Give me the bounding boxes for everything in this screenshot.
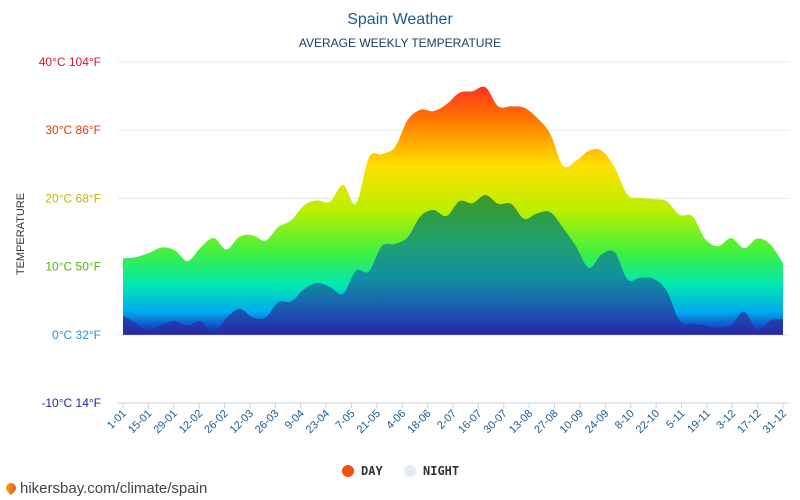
chart-subtitle: AVERAGE WEEKLY TEMPERATURE <box>299 36 501 50</box>
y-tick-label: 10°C 50°F <box>45 260 101 274</box>
legend-item-day[interactable]: DAY <box>342 464 383 478</box>
x-tick-label: 12-02 <box>177 408 205 436</box>
x-tick-label: 26-03 <box>253 408 281 436</box>
x-tick-label: 10-09 <box>558 408 586 436</box>
x-tick-label: 23-04 <box>304 408 332 436</box>
y-tick-label: 20°C 68°F <box>45 191 101 205</box>
y-tick-label: -10°C 14°F <box>41 396 101 410</box>
x-tick-label: 13-08 <box>507 408 535 436</box>
y-tick-label: 0°C 32°F <box>52 328 101 342</box>
x-tick-label: 21-05 <box>355 408 383 436</box>
y-axis-label: TEMPERATURE <box>15 193 27 275</box>
x-tick-label: 27-08 <box>532 408 560 436</box>
legend-night-marker <box>404 465 416 477</box>
legend-day-marker <box>342 465 354 477</box>
source-link[interactable]: hikersbay.com/climate/spain <box>3 480 208 497</box>
x-tick-label: 16-07 <box>456 408 484 436</box>
x-tick-label: 18-06 <box>405 408 433 436</box>
x-tick-label: 26-02 <box>202 408 230 436</box>
x-tick-label: 29-01 <box>152 408 180 436</box>
x-tick-label: 17-12 <box>735 408 763 436</box>
night-series-area <box>123 194 783 335</box>
chart-title: Spain Weather <box>347 11 453 28</box>
y-tick-labels: 40°C 104°F 30°C 86°F 20°C 68°F 10°C 50°F 0°C… <box>39 55 101 410</box>
x-tick-label: 24-09 <box>583 408 611 436</box>
y-tick-label: 30°C 86°F <box>45 123 101 137</box>
x-tick-label: 5-11 <box>664 408 687 431</box>
legend-night-label: NIGHT <box>423 464 459 478</box>
legend: DAY NIGHT <box>342 464 459 478</box>
x-tick-label: 31-12 <box>761 408 789 436</box>
x-tick-label: 15-01 <box>126 408 154 436</box>
x-tick-label: 19-11 <box>685 408 713 436</box>
x-tick-label: 22-10 <box>634 408 662 436</box>
x-tick-label: 12-03 <box>228 408 256 436</box>
y-tick-label: 40°C 104°F <box>39 55 101 69</box>
legend-day-label: DAY <box>361 464 383 478</box>
legend-item-night[interactable]: NIGHT <box>404 464 459 478</box>
x-tick-label: 30-07 <box>482 408 510 436</box>
source-link-text: hikersbay.com/climate/spain <box>20 480 208 497</box>
location-pin-icon <box>3 480 19 496</box>
